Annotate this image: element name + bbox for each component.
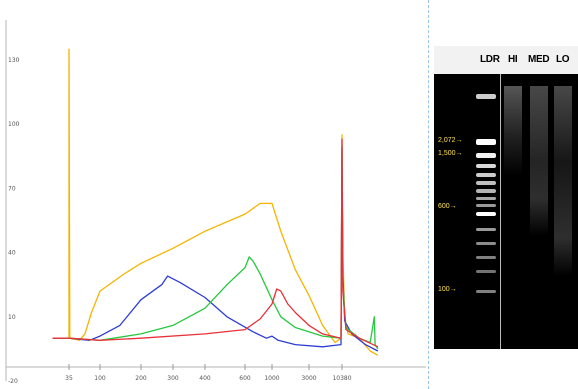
lo-smear [554,86,572,276]
x-tick-label: 1000 [264,375,279,382]
y-axis: 130 100 70 40 10 -20 [5,20,20,385]
ladder-band [476,256,496,259]
med-smear [530,86,548,236]
ladder-band [476,189,496,193]
x-tick-label: 400 [199,375,211,382]
x-tick-label: 35 [65,375,73,382]
y-tick-label: -20 [8,378,18,385]
marker-label-2072: 2,072→ [438,137,463,144]
x-tick-label: 300 [167,375,179,382]
gel-lane-header: LDR HI MED LO [434,46,578,74]
series-line [52,138,379,348]
y-tick-label: 130 [8,57,20,64]
series-layer [52,48,379,356]
x-tick-label: 10380 [332,375,351,382]
electropherogram-chart: 130 100 70 40 10 -20 35 100 200 300 400 600 1000 300… [5,20,426,385]
series-line [68,48,379,356]
ladder-band [476,290,496,293]
y-tick-label: 70 [8,185,16,192]
ladder-band [476,164,496,168]
lane-label-hi: HI [508,54,518,65]
x-tick-label: 200 [135,375,147,382]
lane-label-ldr: LDR [480,54,500,65]
lane-label-med: MED [528,54,550,65]
x-tick-label: 600 [239,375,251,382]
ladder-band [476,204,496,207]
lane-separator [500,74,501,349]
hi-smear [504,86,522,176]
ladder-band [476,242,496,245]
ladder-band [476,173,496,177]
ladder-band [476,212,496,216]
ladder-band [476,94,496,99]
ladder-band [476,139,496,145]
ladder-band [476,270,496,273]
x-tick-label: 3000 [301,375,316,382]
series-line [52,144,379,350]
ladder-band [476,197,496,200]
lane-label-lo: LO [556,54,570,65]
x-axis: 35 100 200 300 400 600 1000 3000 10380 [6,364,426,382]
y-tick-label: 10 [8,314,16,321]
series-line [52,147,379,352]
marker-label-600: 600→ [438,203,457,210]
ladder-band [476,228,496,231]
y-tick-label: 40 [8,250,16,257]
ladder-band [476,153,496,158]
gel-image: LDR HI MED LO 2,072→ 1,500→ 600→ 100→ [434,46,578,349]
panel-divider [428,0,429,389]
x-tick-label: 100 [94,375,106,382]
marker-label-1500: 1,500→ [438,150,463,157]
y-tick-label: 100 [8,121,20,128]
marker-label-100: 100→ [438,286,457,293]
ladder-band [476,181,496,185]
